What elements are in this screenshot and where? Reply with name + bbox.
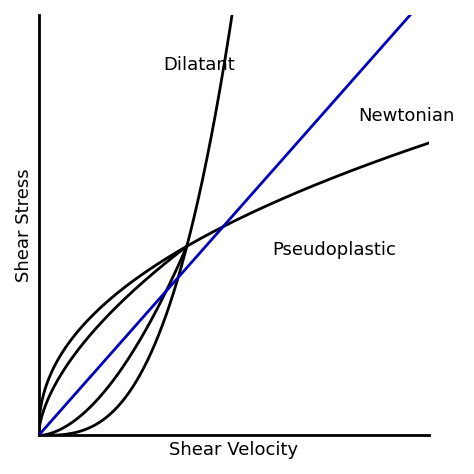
Text: Pseudoplastic: Pseudoplastic: [273, 241, 397, 259]
Text: Newtonian: Newtonian: [358, 107, 455, 125]
Text: Dilatant: Dilatant: [164, 56, 235, 74]
Y-axis label: Shear Stress: Shear Stress: [15, 168, 33, 282]
X-axis label: Shear Velocity: Shear Velocity: [169, 441, 298, 459]
